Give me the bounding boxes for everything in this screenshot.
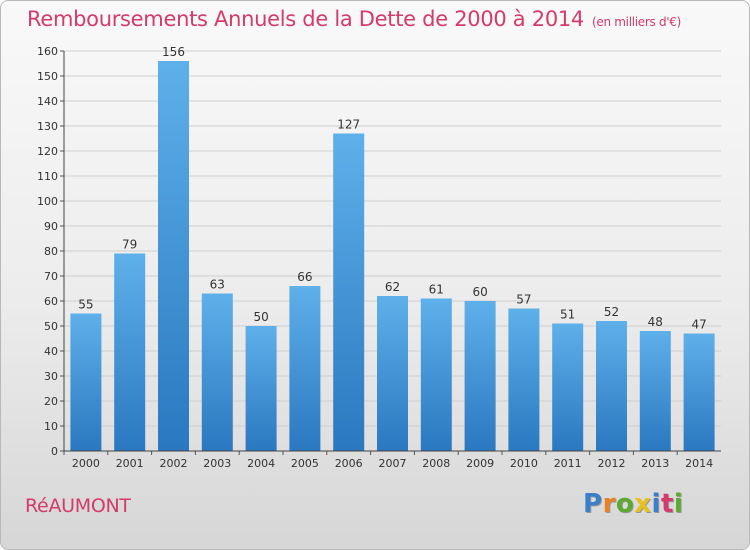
x-tick-label-2012: 2012 xyxy=(598,457,626,470)
data-label-2000: 55 xyxy=(78,298,93,312)
x-tick-label-2000: 2000 xyxy=(72,457,100,470)
logo-letter: o xyxy=(615,489,635,519)
data-label-2012: 52 xyxy=(604,305,619,319)
bar-2003 xyxy=(201,293,233,451)
data-label-2009: 60 xyxy=(472,285,487,299)
data-label-2013: 48 xyxy=(648,315,663,329)
bar-2013 xyxy=(639,331,671,451)
y-tick-label-130: 130 xyxy=(37,120,58,133)
x-tick-label-2004: 2004 xyxy=(247,457,275,470)
data-label-2008: 61 xyxy=(429,283,444,297)
x-tick-label-2006: 2006 xyxy=(335,457,363,470)
x-tick-label-2005: 2005 xyxy=(291,457,319,470)
chart-title: Remboursements Annuels de la Dette de 20… xyxy=(27,7,681,31)
y-tick-label-60: 60 xyxy=(44,295,58,308)
logo-letter: x xyxy=(634,489,652,519)
y-tick-label-100: 100 xyxy=(37,195,58,208)
bar-2001 xyxy=(114,253,146,451)
y-tick-label-80: 80 xyxy=(44,245,58,258)
logo-letter: P xyxy=(583,489,603,519)
data-label-2003: 63 xyxy=(210,278,225,292)
x-tick-label-2007: 2007 xyxy=(379,457,407,470)
data-label-2011: 51 xyxy=(560,308,575,322)
y-tick-label-50: 50 xyxy=(44,320,58,333)
bar-2005 xyxy=(289,286,321,451)
bar-2012 xyxy=(596,321,627,451)
y-tick-label-20: 20 xyxy=(44,395,58,408)
data-label-2001: 79 xyxy=(122,238,137,252)
data-label-2005: 66 xyxy=(297,270,312,284)
bar-2009 xyxy=(464,301,496,451)
x-tick-label-2009: 2009 xyxy=(466,457,494,470)
y-tick-label-110: 110 xyxy=(37,170,58,183)
x-tick-label-2002: 2002 xyxy=(160,457,188,470)
x-tick-label-2010: 2010 xyxy=(510,457,538,470)
commune-name: RéAUMONT xyxy=(25,495,131,517)
bar-2014 xyxy=(683,333,715,451)
bar-2008 xyxy=(420,298,452,451)
y-tick-label-0: 0 xyxy=(51,445,58,458)
y-tick-label-120: 120 xyxy=(37,145,58,158)
y-tick-label-140: 140 xyxy=(37,95,58,108)
x-tick-label-2008: 2008 xyxy=(422,457,450,470)
bars xyxy=(70,61,715,451)
bar-2007 xyxy=(377,296,408,451)
y-tick-label-160: 160 xyxy=(37,45,58,58)
data-label-2014: 47 xyxy=(691,318,706,332)
x-tick-label-2003: 2003 xyxy=(203,457,231,470)
x-tick-label-2014: 2014 xyxy=(685,457,713,470)
bar-2000 xyxy=(70,313,102,451)
chart-unit-label: (en milliers d'€) xyxy=(592,15,682,29)
y-tick-label-70: 70 xyxy=(44,270,58,283)
y-tick-label-150: 150 xyxy=(37,70,58,83)
bar-2010 xyxy=(508,308,540,451)
x-axis-ticks: 2000 2001 2002 2003 2004 2005 2006 2007 2008 2009… xyxy=(63,451,713,470)
y-tick-label-10: 10 xyxy=(44,420,58,433)
chart-title-text: Remboursements Annuels de la Dette de 20… xyxy=(27,7,584,31)
logo-letter: r xyxy=(602,489,616,519)
data-label-2006: 127 xyxy=(337,118,360,132)
y-tick-label-40: 40 xyxy=(44,345,58,358)
x-tick-label-2001: 2001 xyxy=(116,457,144,470)
data-labels: 55 79 156 63 50 66 127 62 61 60 57 51 52 48 47 xyxy=(78,45,706,332)
data-label-2007: 62 xyxy=(385,280,400,294)
logo-letter: t xyxy=(660,489,674,519)
bar-2006 xyxy=(333,133,365,451)
bar-2011 xyxy=(552,323,584,451)
logo-letter: i xyxy=(673,489,684,519)
proxiti-logo[interactable]: Proxiti xyxy=(583,489,683,519)
y-tick-label-30: 30 xyxy=(44,370,58,383)
data-label-2002: 156 xyxy=(162,45,185,59)
logo-letter: i xyxy=(651,489,661,519)
y-tick-label-90: 90 xyxy=(44,220,58,233)
y-axis-ticks: 0 10 20 30 40 50 60 70 80 90 100 110 120 130 140 150 160 xyxy=(37,45,64,458)
data-label-2010: 57 xyxy=(516,293,531,307)
bar-2002 xyxy=(158,61,189,451)
data-label-2004: 50 xyxy=(253,310,268,324)
bar-2004 xyxy=(245,326,277,451)
axes xyxy=(63,51,721,452)
x-tick-label-2011: 2011 xyxy=(554,457,582,470)
x-tick-label-2013: 2013 xyxy=(641,457,669,470)
